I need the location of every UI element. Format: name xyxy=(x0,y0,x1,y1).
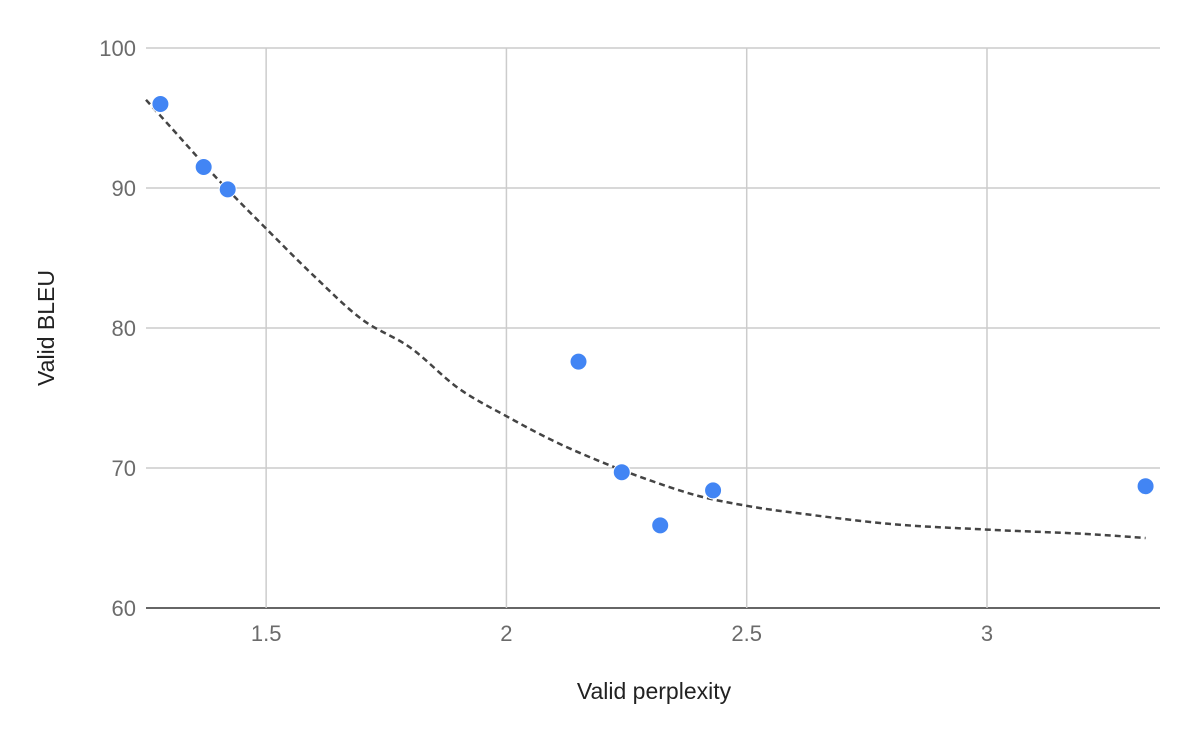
x-tick-label: 2.5 xyxy=(731,621,762,646)
data-point xyxy=(1136,477,1155,496)
x-axis-title: Valid perplexity xyxy=(577,678,732,704)
data-point xyxy=(194,158,213,176)
x-tick-label: 1.5 xyxy=(251,621,282,646)
data-points xyxy=(151,95,1155,535)
grid xyxy=(146,47,1160,609)
data-point xyxy=(151,95,170,113)
x-axis-ticks: 1.5 2 2.5 3 xyxy=(251,621,993,646)
y-tick-label: 70 xyxy=(112,456,136,481)
data-point xyxy=(569,352,588,371)
x-tick-label: 3 xyxy=(981,621,993,646)
data-point xyxy=(218,180,237,199)
data-point xyxy=(612,463,631,482)
y-axis-ticks: 60 70 80 90 100 xyxy=(99,36,136,621)
data-point xyxy=(651,516,670,535)
y-axis-title: Valid BLEU xyxy=(33,270,59,386)
y-tick-label: 80 xyxy=(112,316,136,341)
trendline xyxy=(145,98,1146,540)
data-point xyxy=(704,481,723,500)
y-tick-label: 90 xyxy=(112,176,136,201)
y-tick-label: 100 xyxy=(99,36,136,61)
y-tick-label: 60 xyxy=(112,596,136,621)
trendline-layer xyxy=(145,98,1146,540)
x-tick-label: 2 xyxy=(500,621,512,646)
